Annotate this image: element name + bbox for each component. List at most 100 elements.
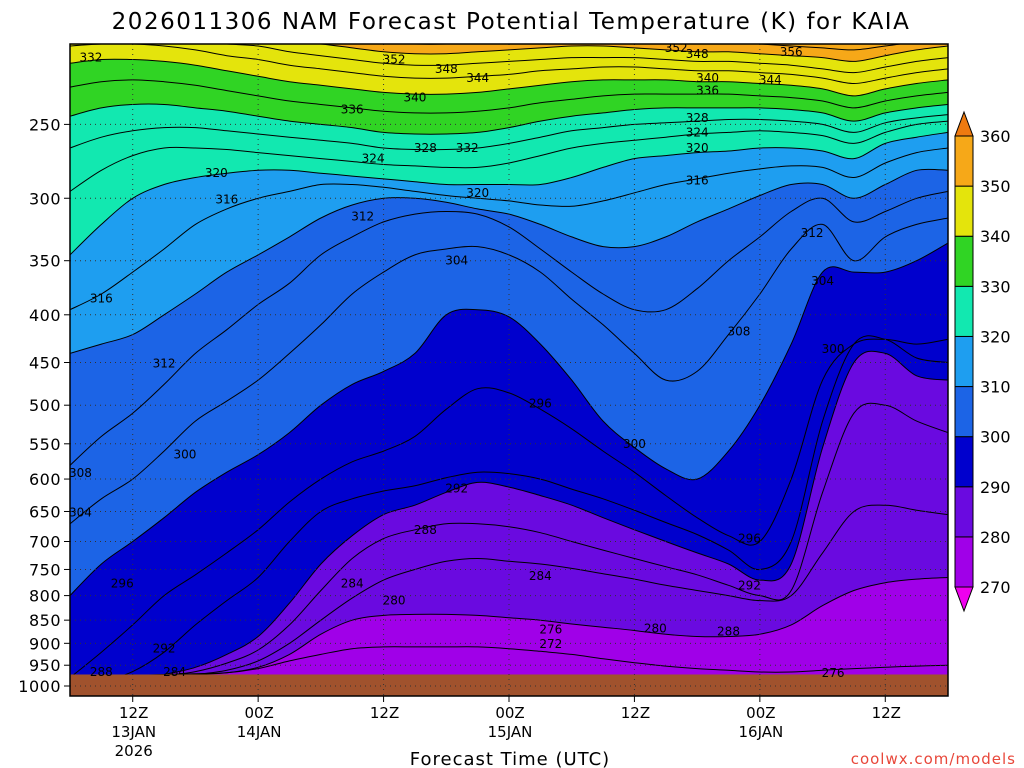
gridlines — [70, 44, 948, 696]
y-axis: 250 300 350 400 450 500 550 600 650 700 750 800 850 9… — [18, 115, 70, 696]
y-tick-label: 700 — [29, 533, 61, 552]
y-tick-label: 500 — [29, 396, 61, 415]
contour-label: 288 — [414, 523, 437, 537]
contour-label: 304 — [445, 254, 468, 268]
contour-label: 308 — [69, 466, 92, 480]
contour-label: 296 — [529, 397, 552, 411]
isentrope-316 — [70, 147, 948, 311]
theta-fill-layer — [70, 44, 948, 696]
isentrope-296 — [70, 338, 948, 679]
contour-label: 348 — [686, 47, 709, 61]
y-tick-label: 650 — [29, 502, 61, 521]
colorbar-upper-arrow — [954, 110, 974, 137]
contour-label: 280 — [644, 622, 667, 636]
y-tick-label: 750 — [29, 560, 61, 579]
contour-label: 300 — [174, 448, 197, 462]
contour-label: 312 — [351, 210, 374, 224]
x-tick-label: 16JAN — [738, 723, 783, 741]
contour-label: 300 — [822, 342, 845, 356]
colorbar-swatch-340 — [954, 185, 974, 237]
colorbar-swatch-280 — [954, 486, 974, 538]
colorbar-label: 290 — [980, 478, 1011, 497]
isentrope-284 — [70, 504, 948, 687]
contour-label: 316 — [686, 173, 709, 187]
contour-label: 284 — [163, 665, 186, 679]
credit-text: coolwx.com/models — [851, 750, 1016, 768]
contour-label: 316 — [90, 291, 113, 305]
colorbar-label: 340 — [980, 227, 1011, 246]
colorbar-label: 310 — [980, 378, 1011, 397]
colorbar-label: 280 — [980, 528, 1011, 547]
isentrope-332 — [70, 103, 948, 135]
contour-label: 300 — [623, 437, 646, 451]
colorbar-label: 300 — [980, 428, 1011, 447]
x-tick-label: 00Z — [244, 704, 273, 722]
colorbar-label: 360 — [980, 127, 1011, 146]
ground-surface — [70, 674, 948, 696]
y-tick-label: 350 — [29, 252, 61, 271]
ground-layer — [70, 674, 948, 696]
contour-label: 288 — [90, 665, 113, 679]
x-tick-label: 12Z — [119, 704, 148, 722]
contour-label: 292 — [738, 578, 761, 592]
y-tick-label: 800 — [29, 587, 61, 606]
contour-label: 304 — [811, 274, 834, 288]
colorbar-label: 320 — [980, 327, 1011, 346]
contour-label: 352 — [665, 41, 688, 55]
contour-label: 344 — [759, 73, 782, 87]
contour-label: 348 — [435, 62, 458, 76]
isentrope-336 — [70, 79, 948, 114]
colorbar-label: 330 — [980, 277, 1011, 296]
colorbar-swatch-310 — [954, 335, 974, 388]
colorbar-swatch-320 — [954, 285, 974, 337]
contour-label: 284 — [529, 569, 552, 583]
theta-band-352 — [320, 44, 948, 62]
x-tick-label: 00Z — [495, 704, 524, 722]
y-tick-label: 450 — [29, 354, 61, 373]
isentrope-356 — [404, 44, 904, 51]
contour-label: 324 — [686, 125, 709, 139]
isentrope-328 — [70, 114, 948, 151]
y-tick-label: 950 — [29, 656, 61, 675]
colorbar-swatch-330 — [954, 235, 974, 287]
colorbar-swatch-290 — [954, 436, 974, 488]
contour-label: 312 — [801, 226, 824, 240]
contour-label: 292 — [445, 481, 468, 495]
colorbar-lower-arrow — [954, 586, 974, 613]
colorbar: 270 280 290 300 310 320 330 340 350 360 — [954, 110, 1011, 613]
contour-label: 340 — [403, 91, 426, 105]
isentrope-348 — [219, 44, 948, 74]
contour-label: 328 — [414, 141, 437, 155]
x-tick-label: 00Z — [746, 704, 775, 722]
contour-label: 320 — [686, 141, 709, 155]
chart-title: 2026011306 NAM Forecast Potential Temper… — [112, 9, 911, 35]
contour-label: 324 — [362, 152, 385, 166]
contour-label: 328 — [686, 111, 709, 125]
x-tick-label: 14JAN — [237, 723, 282, 741]
contour-label: 320 — [205, 166, 228, 180]
x-tick-label: 12Z — [370, 704, 399, 722]
isentrope-290 — [70, 350, 948, 689]
x-tick-label: 12Z — [872, 704, 901, 722]
x-tick-label: 13JAN — [111, 723, 156, 741]
y-tick-label: 550 — [29, 435, 61, 454]
contour-label: 344 — [466, 71, 489, 85]
contour-label: 336 — [696, 84, 719, 98]
contour-label: 316 — [215, 193, 238, 207]
contour-label: 356 — [780, 45, 803, 59]
isentrope-300 — [70, 242, 948, 596]
contour-label: 296 — [111, 576, 134, 590]
contour-label: 292 — [153, 642, 176, 656]
contour-label: 332 — [456, 141, 479, 155]
contour-label: 320 — [466, 186, 489, 200]
x-tick-label: 2026 — [115, 742, 153, 760]
isentrope-292 — [70, 335, 948, 689]
colorbar-swatch-350 — [954, 135, 974, 187]
y-tick-label: 250 — [29, 115, 61, 134]
colorbar-swatch-300 — [954, 386, 974, 438]
isentrope-308 — [70, 190, 948, 466]
y-tick-label: 400 — [29, 306, 61, 325]
contour-label: 296 — [738, 532, 761, 546]
